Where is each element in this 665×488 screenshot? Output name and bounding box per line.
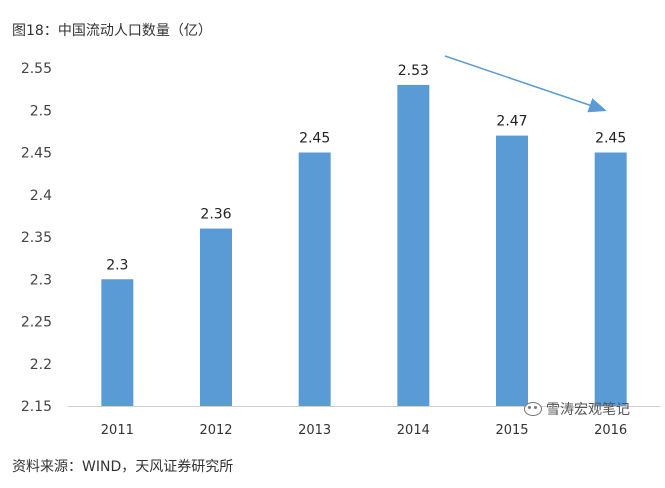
- figure-title: 图18：中国流动人口数量（亿）: [12, 23, 212, 39]
- x-tick-label: 2015: [495, 423, 528, 438]
- data-label: 2.3: [106, 257, 128, 273]
- y-tick-label: 2.5: [30, 103, 52, 119]
- x-tick-label: 2012: [199, 423, 232, 438]
- y-tick-label: 2.25: [21, 315, 52, 331]
- data-label: 2.45: [595, 131, 626, 147]
- source-note: 资料来源：WIND，天风证券研究所: [12, 459, 234, 475]
- y-tick-label: 2.2: [30, 357, 52, 373]
- x-tick-label: 2016: [594, 423, 627, 438]
- data-label: 2.45: [299, 131, 330, 147]
- watermark: 雪涛宏观笔记: [524, 399, 630, 419]
- bar-2013: [298, 152, 331, 406]
- x-tick-label: 2013: [298, 423, 331, 438]
- data-label: 2.47: [496, 114, 527, 130]
- x-tick-label: 2014: [397, 423, 430, 438]
- y-tick-label: 2.45: [21, 146, 52, 162]
- bar-2015: [496, 135, 528, 406]
- y-tick-label: 2.3: [30, 272, 52, 288]
- y-tick-label: 2.4: [30, 188, 52, 204]
- wechat-icon: [524, 402, 542, 416]
- bar-2014: [397, 84, 430, 407]
- trend-arrow: [444, 55, 607, 113]
- y-tick-label: 2.55: [21, 61, 52, 77]
- data-label: 2.36: [200, 207, 231, 223]
- bar-2012: [200, 228, 232, 406]
- x-tick-label: 2011: [101, 423, 134, 438]
- watermark-text: 雪涛宏观笔记: [546, 402, 630, 418]
- bar-2016: [594, 152, 627, 406]
- bar-2011: [101, 279, 134, 406]
- y-tick-label: 2.35: [21, 230, 52, 246]
- y-tick-label: 2.15: [21, 399, 52, 415]
- data-label: 2.53: [398, 63, 429, 79]
